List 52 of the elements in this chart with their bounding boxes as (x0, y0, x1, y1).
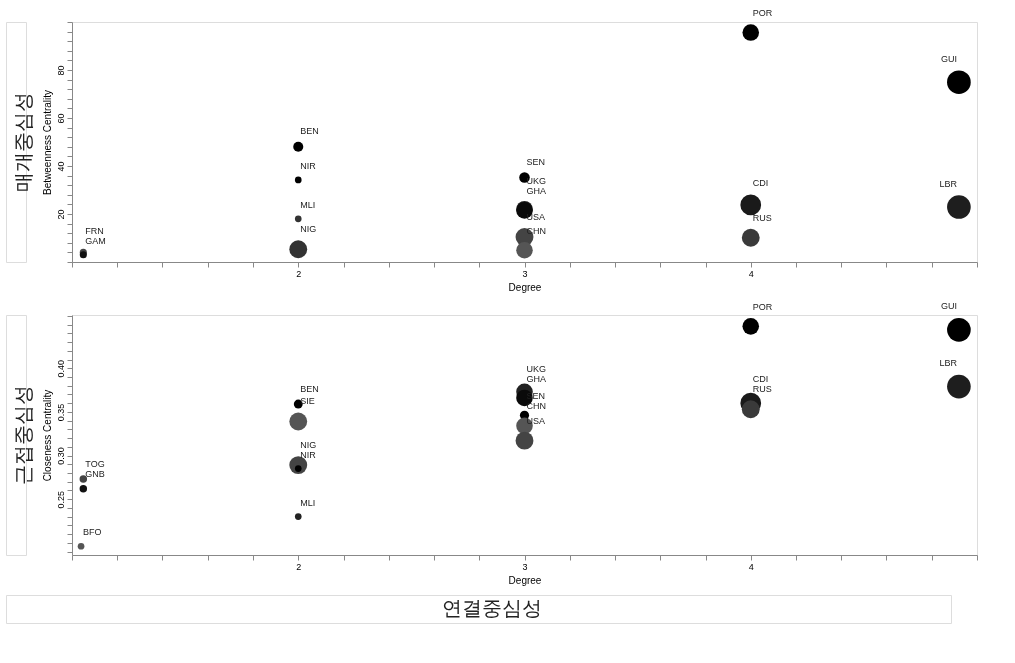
annotation: RUS (752, 212, 772, 223)
annotation: USA (526, 211, 546, 222)
annotation: GNB (85, 469, 105, 480)
annotation: LBR (939, 358, 958, 369)
annotation: BFO (83, 527, 102, 538)
x-axis-title: Degree (508, 574, 542, 586)
annotation: MLI (300, 200, 316, 211)
y-tick-label: 0.25 (55, 490, 66, 509)
x-tick-label: 2 (296, 561, 302, 572)
annotation: POR (752, 8, 773, 19)
text: 매개중심성 (12, 92, 34, 192)
annotation: GHA (526, 186, 547, 197)
annotation: NIG (300, 224, 317, 235)
text: 연결중심성 (441, 597, 542, 619)
annotation: BEN (300, 126, 319, 137)
y-tick-label: 40 (55, 161, 66, 172)
annotation: UKG (526, 363, 547, 374)
y-tick-label: 0.30 (55, 447, 66, 465)
annotation: RUS (752, 384, 772, 395)
y-tick-label: 80 (55, 65, 66, 76)
annotation: CDI (752, 178, 769, 189)
x-tick-label: 3 (522, 268, 528, 279)
annotation: UKG (526, 176, 547, 187)
annotation: NIG (300, 439, 317, 450)
x-tick-label: 2 (296, 268, 302, 279)
annotation: CDI (752, 374, 769, 385)
annotation: MLI (300, 497, 316, 508)
text: 근접중심성 (12, 385, 34, 485)
x-axis-title: Degree (508, 281, 542, 293)
x-tick-label: 3 (522, 561, 528, 572)
y-tick-label: 0.35 (55, 403, 66, 422)
y-axis-title: Closeness Centrality (41, 389, 53, 482)
x-tick-label: 4 (748, 561, 754, 572)
y-tick-label: 20 (55, 209, 66, 220)
annotation: GUI (940, 53, 957, 64)
annotation: FRN (85, 225, 104, 236)
annotation: NIR (300, 449, 317, 460)
y-tick-label: 60 (55, 113, 66, 124)
annotation: GUI (940, 301, 957, 312)
annotation: POR (752, 302, 773, 312)
annotation: LBR (939, 178, 958, 189)
y-tick-label: 0.40 (55, 359, 66, 378)
annotation: NIR (300, 161, 317, 172)
y-axis-title: Betweenness Centrality (41, 89, 53, 196)
annotation: GHA (526, 373, 547, 384)
annotation: BEN (300, 384, 319, 395)
annotation: SIE (300, 396, 315, 407)
annotation: CHN (526, 401, 546, 412)
annotation: TOG (85, 459, 105, 470)
x-tick-label: 4 (748, 268, 754, 279)
annotation: SEN (526, 156, 546, 167)
annotation: GAM (85, 235, 106, 246)
